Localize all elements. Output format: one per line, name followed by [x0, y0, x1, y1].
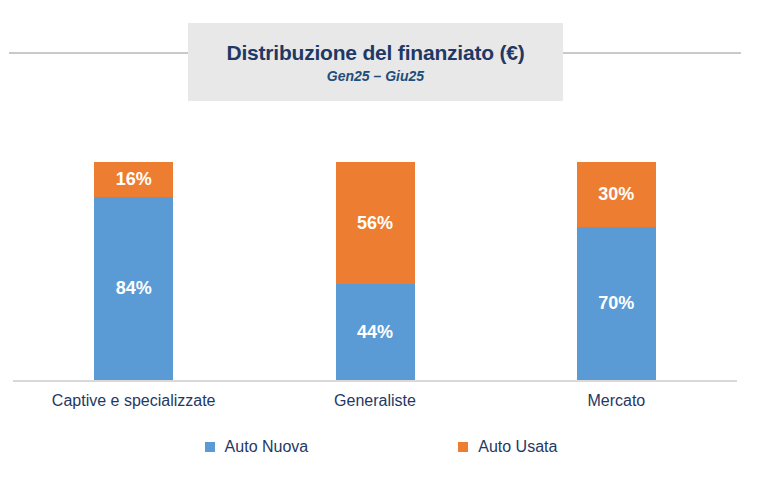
legend-label: Auto Usata: [478, 438, 557, 456]
chart-title-box: Distribuzione del finanziato (€) Gen25 –…: [188, 23, 563, 101]
bar-column: 56% 44%: [336, 162, 415, 380]
bar-segment-label: 16%: [116, 169, 152, 190]
bar-segment-label: 56%: [357, 213, 393, 234]
bar-segment-auto-nuova: 44%: [336, 284, 415, 380]
category-label: Mercato: [587, 392, 645, 410]
bar-segment-label: 30%: [598, 184, 634, 205]
bar-segment-auto-usata: 30%: [577, 162, 656, 227]
legend-item-auto-nuova: Auto Nuova: [205, 438, 309, 456]
legend-swatch: [205, 442, 215, 452]
x-axis-line: [13, 380, 737, 382]
bar-column: 30% 70%: [577, 162, 656, 380]
legend-item-auto-usata: Auto Usata: [458, 438, 557, 456]
bar-segment-auto-usata: 56%: [336, 162, 415, 284]
bar-segment-label: 70%: [598, 293, 634, 314]
category-label: Captive e specializzate: [52, 392, 216, 410]
bar-segment-auto-usata: 16%: [94, 162, 173, 197]
bar-segment-auto-nuova: 70%: [577, 227, 656, 380]
legend-swatch: [458, 442, 468, 452]
bar-segment-auto-nuova: 84%: [94, 197, 173, 380]
bar-segment-label: 84%: [116, 278, 152, 299]
bar-column: 16% 84%: [94, 162, 173, 380]
chart-subtitle: Gen25 – Giu25: [327, 68, 424, 84]
bar-segment-label: 44%: [357, 322, 393, 343]
legend: Auto Nuova Auto Usata: [0, 438, 762, 456]
legend-label: Auto Nuova: [225, 438, 309, 456]
chart-title: Distribuzione del finanziato (€): [226, 41, 524, 65]
category-label: Generaliste: [334, 392, 416, 410]
